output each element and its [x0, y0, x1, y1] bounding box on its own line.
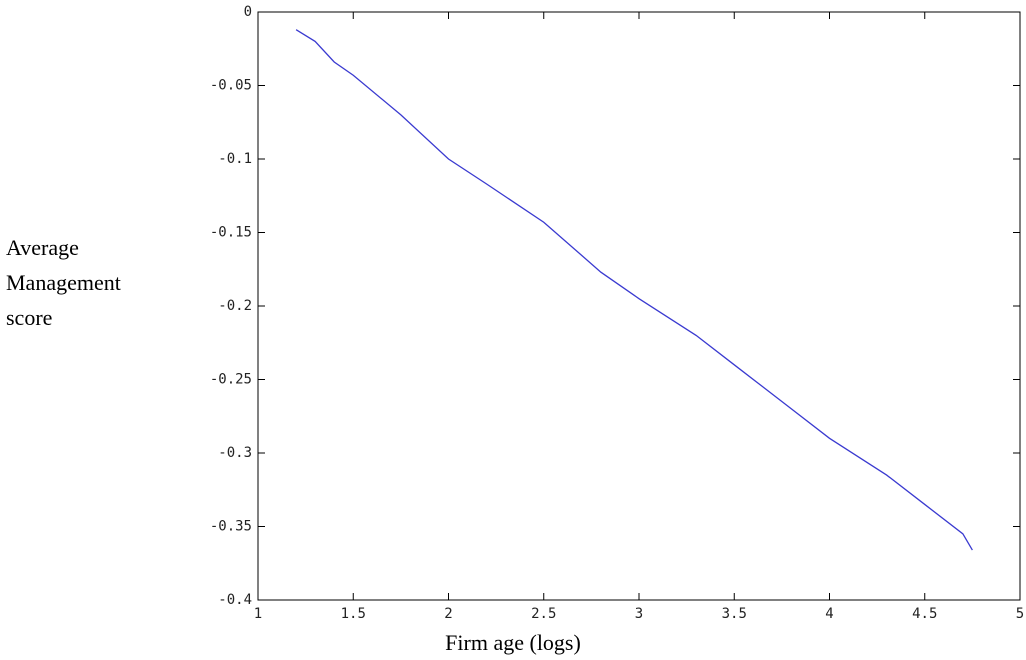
y-axis-label: Management — [6, 270, 121, 295]
y-tick-label: -0.05 — [210, 78, 252, 94]
x-tick-label: 1.5 — [341, 606, 366, 622]
y-tick-label: -0.35 — [210, 519, 252, 535]
y-axis-label: Average — [6, 235, 79, 260]
x-tick-label: 3.5 — [722, 606, 747, 622]
x-tick-label: 2 — [444, 606, 452, 622]
plot-frame — [257, 11, 1021, 601]
y-axis-label: score — [6, 305, 52, 330]
x-tick-label: 4 — [825, 606, 833, 622]
y-tick-label: -0.1 — [218, 151, 252, 167]
x-tick-label: 1 — [254, 606, 262, 622]
y-tick-label: -0.25 — [210, 372, 252, 388]
x-axis-label: Firm age (logs) — [445, 630, 581, 655]
x-tick-label: 3 — [635, 606, 643, 622]
x-tick-label: 4.5 — [912, 606, 937, 622]
data-line — [295, 29, 973, 551]
x-tick-label: 2.5 — [531, 606, 556, 622]
y-tick-label: -0.3 — [218, 445, 252, 461]
y-tick-label: 0 — [244, 4, 252, 20]
x-tick-label: 5 — [1016, 606, 1024, 622]
y-tick-label: -0.4 — [218, 592, 252, 608]
y-tick-label: -0.2 — [218, 298, 252, 314]
y-tick-label: -0.15 — [210, 225, 252, 241]
